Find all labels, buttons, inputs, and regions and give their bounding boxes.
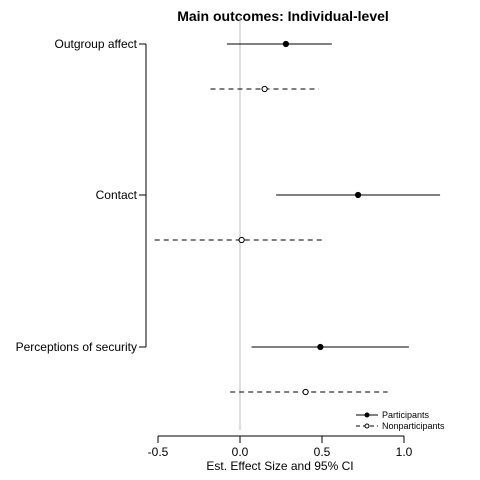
y-tick-label-contact: Contact xyxy=(96,188,138,202)
x-tick-label: 0.5 xyxy=(314,445,331,459)
x-tick-label: 1.0 xyxy=(396,445,413,459)
x-axis-title: Est. Effect Size and 95% CI xyxy=(206,459,353,473)
estimate-participants-contact xyxy=(354,191,362,199)
legend-label-participants: Participants xyxy=(382,410,430,420)
estimate-nonparticipants-outgroup-affect xyxy=(261,85,268,93)
y-axis: Outgroup affect Contact Perceptions of sec… xyxy=(16,37,147,354)
x-tick-label: 0.0 xyxy=(232,445,249,459)
legend-marker-participants xyxy=(364,412,370,418)
chart-title: Main outcomes: Individual-level xyxy=(177,8,389,24)
y-tick-label-outgroup-affect: Outgroup affect xyxy=(55,37,138,51)
x-axis: -0.5 0.0 0.5 1.0 xyxy=(148,435,413,459)
legend-marker-nonparticipants xyxy=(364,423,370,429)
estimate-nonparticipants-perceptions-of-security xyxy=(302,388,309,396)
estimate-nonparticipants-contact xyxy=(238,236,245,244)
estimate-participants-outgroup-affect xyxy=(282,40,290,48)
x-tick-label: -0.5 xyxy=(148,445,169,459)
y-tick-label-perceptions-of-security: Perceptions of security xyxy=(16,340,137,354)
estimate-participants-perceptions-of-security xyxy=(317,343,324,351)
legend-label-nonparticipants: Nonparticipants xyxy=(382,421,445,431)
estimate-marks xyxy=(154,40,441,396)
